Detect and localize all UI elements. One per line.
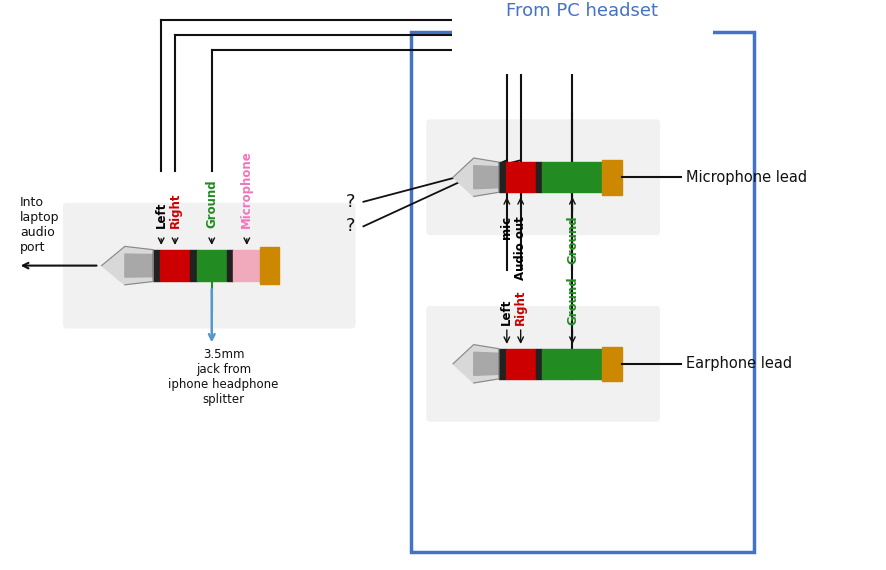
Polygon shape — [453, 345, 499, 383]
FancyBboxPatch shape — [426, 306, 660, 422]
Text: mic: mic — [501, 216, 513, 239]
Text: Right: Right — [514, 290, 527, 325]
Text: 3.5mm
jack from
iphone headphone
splitter: 3.5mm jack from iphone headphone splitte… — [168, 348, 279, 406]
Bar — [506, 349, 536, 379]
Bar — [602, 160, 623, 194]
Bar — [190, 250, 197, 282]
Text: Earphone lead: Earphone lead — [687, 356, 792, 371]
Bar — [542, 349, 602, 379]
Text: Ground: Ground — [566, 216, 579, 264]
FancyBboxPatch shape — [426, 119, 660, 235]
Bar — [499, 162, 506, 192]
Bar — [536, 349, 542, 379]
Text: ?: ? — [346, 217, 355, 235]
Text: Ground: Ground — [206, 180, 218, 228]
Bar — [506, 162, 536, 192]
Text: Left: Left — [501, 299, 513, 325]
Bar — [197, 250, 227, 282]
Bar — [233, 250, 260, 282]
Bar — [542, 162, 602, 192]
Bar — [153, 250, 160, 282]
Text: Microphone lead: Microphone lead — [687, 170, 807, 185]
Bar — [499, 349, 506, 379]
FancyBboxPatch shape — [63, 203, 355, 328]
Text: Right: Right — [168, 193, 182, 228]
Bar — [227, 250, 233, 282]
Polygon shape — [474, 166, 499, 189]
Text: Microphone: Microphone — [240, 150, 253, 228]
Text: ?: ? — [346, 193, 355, 211]
Bar — [260, 247, 278, 284]
Polygon shape — [102, 246, 153, 285]
Bar — [602, 347, 623, 381]
Text: Ground: Ground — [566, 276, 579, 325]
Polygon shape — [474, 352, 499, 375]
Bar — [536, 162, 542, 192]
Bar — [160, 250, 190, 282]
Text: From PC headset: From PC headset — [507, 2, 658, 20]
Polygon shape — [125, 254, 153, 277]
Text: Left: Left — [155, 202, 167, 228]
Text: Audio out: Audio out — [514, 216, 527, 279]
Polygon shape — [453, 158, 499, 197]
Text: Into
laptop
audio
port: Into laptop audio port — [19, 196, 59, 254]
